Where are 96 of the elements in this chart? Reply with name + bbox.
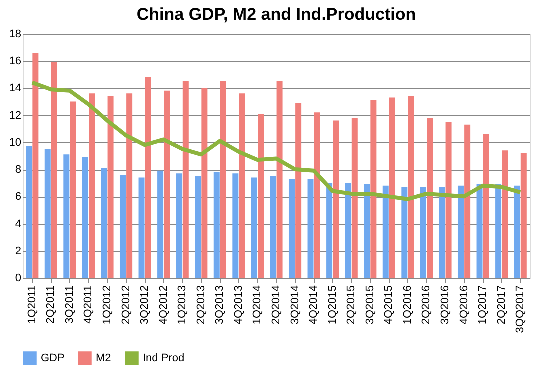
bar bbox=[520, 153, 527, 278]
bar bbox=[26, 146, 32, 278]
bar bbox=[145, 77, 152, 278]
x-tick-label: 4Q2016 bbox=[458, 286, 470, 325]
bar bbox=[402, 187, 408, 278]
bar bbox=[439, 187, 446, 278]
x-tick-label: 2Q2012 bbox=[120, 286, 132, 325]
bar bbox=[126, 94, 133, 278]
bar bbox=[89, 94, 96, 278]
bar bbox=[182, 81, 189, 278]
bar bbox=[382, 186, 389, 278]
bar bbox=[364, 184, 370, 278]
x-tick-label: 3Q2013 bbox=[214, 286, 226, 325]
x-tick-label: 3Q2011 bbox=[64, 286, 76, 324]
bar bbox=[270, 176, 276, 278]
x-tick-label: 4Q2014 bbox=[308, 286, 320, 325]
bar bbox=[370, 100, 377, 278]
x-tick-label: 2Q2013 bbox=[195, 286, 208, 325]
bar bbox=[408, 96, 414, 278]
bar bbox=[476, 184, 483, 278]
x-tick-label: 3QQ2017 bbox=[514, 286, 527, 334]
x-tick-label: 4Q2012 bbox=[158, 286, 170, 325]
x-tick-label: 3Q2015 bbox=[364, 286, 376, 325]
bar bbox=[51, 62, 58, 278]
y-tick-label: 8 bbox=[15, 164, 22, 176]
bar bbox=[389, 98, 396, 278]
x-tick-label: 1Q2012 bbox=[102, 286, 114, 325]
bar bbox=[44, 149, 51, 278]
bar bbox=[446, 122, 452, 278]
x-tick-label: 1Q2014 bbox=[252, 286, 264, 325]
y-tick-label: 2 bbox=[15, 245, 22, 258]
bar bbox=[32, 52, 39, 278]
bar bbox=[232, 174, 239, 278]
y-tick-label: 6 bbox=[15, 191, 22, 204]
chart-title: China GDP, M2 and Ind.Production bbox=[136, 5, 416, 24]
x-tick-label: 1Q2013 bbox=[176, 286, 189, 325]
bar bbox=[288, 179, 295, 278]
y-tick-label: 4 bbox=[15, 218, 22, 230]
x-tick-label: 2Q2017 bbox=[496, 286, 508, 325]
bar bbox=[101, 168, 108, 278]
bar bbox=[352, 118, 358, 278]
bar bbox=[276, 81, 283, 278]
x-tick-label: 1Q2017 bbox=[477, 286, 490, 325]
bar bbox=[308, 179, 314, 278]
bar bbox=[251, 178, 258, 278]
bar bbox=[70, 102, 76, 278]
x-tick-label: 3Q2012 bbox=[139, 286, 152, 325]
bar bbox=[514, 186, 520, 278]
bar bbox=[296, 103, 302, 278]
x-tick-label: 2Q2014 bbox=[270, 286, 282, 325]
bar bbox=[345, 183, 352, 278]
x-tick-label: 1Q2016 bbox=[402, 286, 414, 325]
legend-label: M2 bbox=[96, 352, 112, 364]
bar bbox=[176, 174, 182, 278]
x-tick-label: 2Q2011 bbox=[45, 286, 58, 324]
legend-label: GDP bbox=[41, 352, 65, 364]
bar bbox=[195, 176, 202, 278]
legend-label: Ind Prod bbox=[143, 352, 185, 364]
bar bbox=[138, 178, 145, 278]
bar bbox=[64, 154, 70, 278]
bar bbox=[158, 170, 164, 278]
bar bbox=[120, 174, 126, 278]
bar bbox=[214, 172, 220, 278]
bar bbox=[427, 118, 434, 278]
bar bbox=[496, 184, 502, 278]
bar bbox=[164, 90, 170, 278]
line-series bbox=[30, 80, 523, 202]
bar bbox=[220, 81, 226, 278]
x-tick-label: 3Q2014 bbox=[289, 286, 302, 325]
bar bbox=[326, 183, 333, 278]
x-tick-label: 1Q2011 bbox=[26, 286, 38, 324]
bar bbox=[202, 88, 208, 278]
bar bbox=[464, 124, 471, 278]
x-tick-label: 4Q2015 bbox=[383, 286, 396, 325]
bar bbox=[108, 96, 114, 278]
x-tick-label: 2Q2015 bbox=[346, 286, 358, 325]
bar bbox=[502, 150, 508, 278]
x-tick-label: 3Q2016 bbox=[440, 286, 452, 325]
bar bbox=[483, 134, 490, 278]
bar bbox=[458, 186, 464, 278]
x-tick-label: 4Q2011 bbox=[82, 286, 95, 324]
y-tick-label: 14 bbox=[9, 82, 22, 95]
bar bbox=[314, 112, 320, 278]
y-tick-label: 16 bbox=[9, 56, 22, 68]
y-tick-label: 10 bbox=[9, 136, 22, 149]
bar bbox=[258, 114, 264, 278]
bar bbox=[239, 94, 246, 278]
x-tick-label: 2Q2016 bbox=[420, 286, 433, 325]
x-tick-label: 1Q2015 bbox=[326, 286, 339, 325]
x-tick-label: 4Q2013 bbox=[232, 286, 245, 325]
y-tick-label: 12 bbox=[9, 110, 22, 122]
bar bbox=[333, 120, 340, 278]
y-tick-label: 0 bbox=[15, 272, 22, 284]
bar bbox=[420, 187, 426, 278]
bar bbox=[82, 157, 88, 278]
y-tick-label: 18 bbox=[9, 28, 22, 40]
